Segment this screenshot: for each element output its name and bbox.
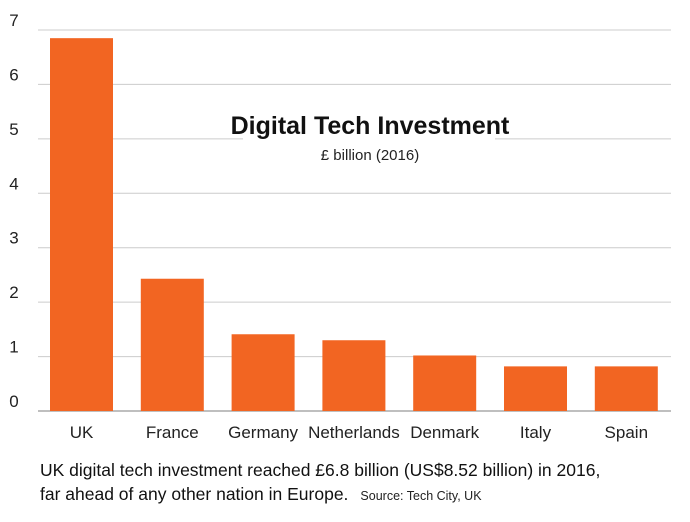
chart-title: Digital Tech Investment xyxy=(231,112,510,140)
y-tick-label: 2 xyxy=(9,283,18,302)
y-tick-label: 5 xyxy=(9,120,18,139)
y-tick-label: 0 xyxy=(9,392,18,411)
bar xyxy=(322,340,386,411)
x-category-label: Denmark xyxy=(410,423,479,442)
caption: UK digital tech investment reached £6.8 … xyxy=(40,458,680,508)
y-tick-label: 7 xyxy=(9,11,18,30)
chart-subtitle: £ billion (2016) xyxy=(321,147,419,164)
x-axis-category-labels: UK France Germany Netherlands Denmark Italy Sp… xyxy=(70,423,648,442)
bar xyxy=(140,278,204,411)
bars xyxy=(50,38,658,412)
y-tick-label: 6 xyxy=(9,65,18,84)
y-tick-label: 1 xyxy=(9,338,18,357)
caption-line-2: far ahead of any other nation in Europe. xyxy=(40,484,349,504)
bar-chart: 0 1 2 3 4 5 6 7 UK France Germany Netherlands Denma… xyxy=(9,11,671,442)
x-category-label: UK xyxy=(70,423,94,442)
y-axis-tick-labels: 0 1 2 3 4 5 6 7 xyxy=(9,11,18,411)
source-note: Source: Tech City, UK xyxy=(360,489,482,503)
title-background xyxy=(243,100,495,170)
y-tick-label: 3 xyxy=(9,229,18,248)
bar xyxy=(50,38,113,412)
bar xyxy=(504,366,567,411)
bar xyxy=(413,355,477,411)
caption-line-2-wrap: far ahead of any other nation in Europe.… xyxy=(40,482,680,508)
y-tick-label: 4 xyxy=(9,174,18,193)
bar xyxy=(594,366,658,411)
x-category-label: Spain xyxy=(605,423,648,442)
x-category-label: Germany xyxy=(228,423,298,442)
caption-line-1: UK digital tech investment reached £6.8 … xyxy=(40,460,601,480)
x-category-label: France xyxy=(146,423,199,442)
x-category-label: Netherlands xyxy=(308,423,400,442)
x-category-label: Italy xyxy=(520,423,552,442)
bar xyxy=(231,334,295,411)
